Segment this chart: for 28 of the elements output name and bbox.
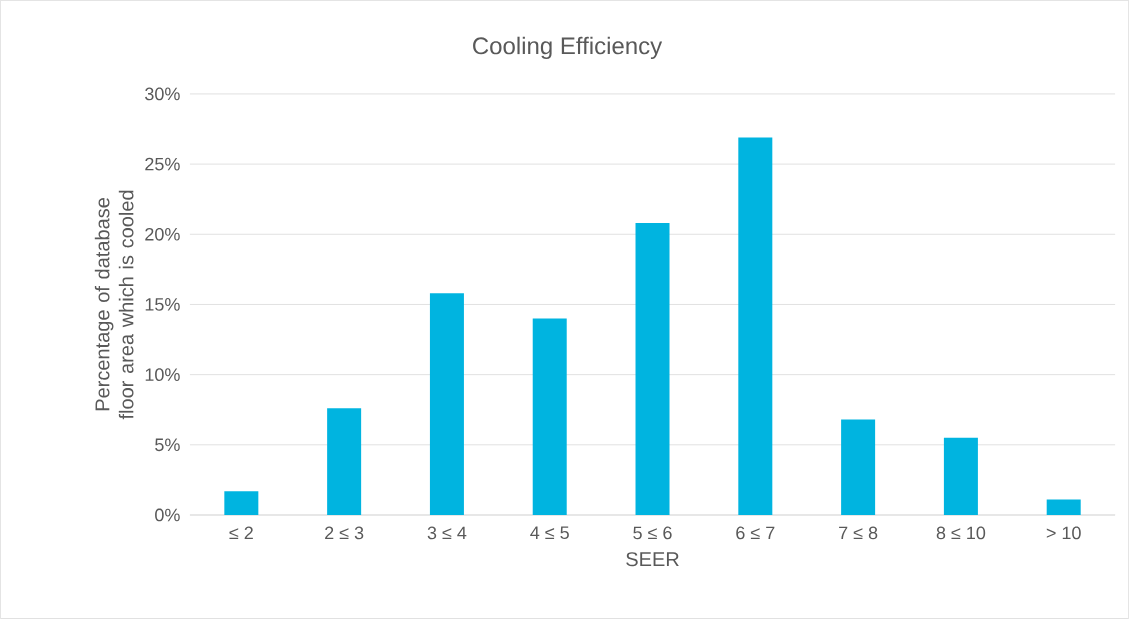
y-tick-label: 0% — [155, 508, 180, 522]
y-tick-label: 15% — [145, 298, 180, 311]
x-tick-label: 7 ≤ 8 — [839, 526, 878, 540]
x-tick-label: 6 ≤ 7 — [736, 526, 775, 540]
y-tick-label: 5% — [155, 438, 180, 452]
y-tick-label: 10% — [145, 368, 180, 382]
bar — [327, 408, 362, 516]
y-tick-label: 20% — [145, 227, 180, 241]
bar — [1046, 499, 1081, 516]
y-tick-label: 30% — [145, 87, 180, 101]
x-tick-label: 8 ≤ 10 — [936, 526, 986, 540]
y-tick-label: 25% — [145, 157, 180, 171]
x-tick-label: 2 ≤ 3 — [325, 526, 364, 540]
bar — [943, 437, 978, 516]
x-tick-label: 3 ≤ 4 — [427, 526, 467, 540]
chart-title: Cooling Efficiency — [473, 36, 663, 60]
bar — [532, 318, 567, 516]
x-tick-label: > 10 — [1046, 526, 1081, 540]
bar — [841, 419, 876, 516]
x-tick-label: ≤ 2 — [229, 526, 253, 540]
bar — [224, 491, 259, 516]
x-tick-label: 5 ≤ 6 — [633, 526, 672, 540]
bar — [738, 137, 773, 516]
x-tick-label: 4 ≤ 5 — [530, 526, 569, 540]
bar — [429, 293, 464, 516]
bar — [635, 223, 670, 516]
x-axis-title: SEER — [626, 552, 679, 567]
y-axis-title: Percentage of database floor area which is cooled — [94, 190, 134, 420]
